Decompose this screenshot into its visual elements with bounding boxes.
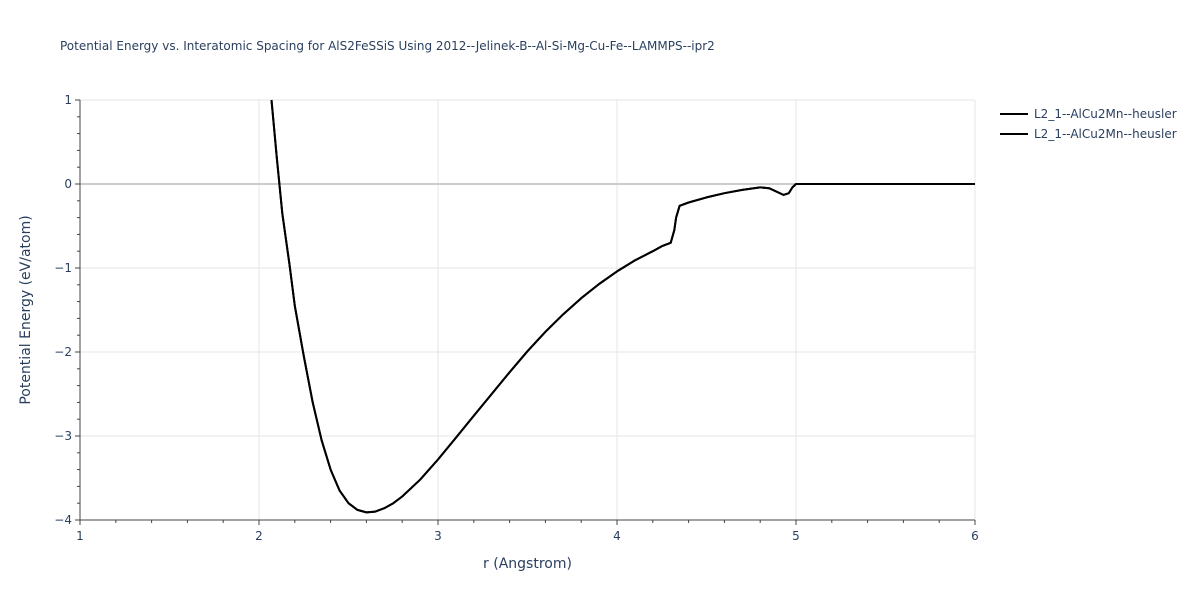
chart-title: Potential Energy vs. Interatomic Spacing… [60, 39, 715, 53]
legend: L2_1--AlCu2Mn--heusler L2_1--AlCu2Mn--heu… [1000, 107, 1177, 141]
x-tick-label: 3 [434, 529, 442, 543]
y-tick-label: −1 [54, 261, 72, 275]
x-tick-label: 4 [613, 529, 621, 543]
y-tick-label: −3 [54, 429, 72, 443]
x-tick-label: 6 [971, 529, 979, 543]
legend-label: L2_1--AlCu2Mn--heusler [1034, 127, 1177, 141]
x-tick-label: 1 [76, 529, 84, 543]
y-tick-label: −2 [54, 345, 72, 359]
x-axis-label: r (Angstrom) [483, 556, 572, 572]
x-tick-label: 2 [255, 529, 263, 543]
legend-label: L2_1--AlCu2Mn--heusler [1034, 107, 1177, 121]
axis-layer: 1 2 3 4 5 6 −4 −3 −2 −1 0 1 [54, 93, 979, 543]
y-tick-label: 1 [64, 93, 72, 107]
x-tick-label: 5 [792, 529, 800, 543]
series-layer [270, 99, 975, 514]
series-line-2 [270, 99, 975, 514]
y-tick-label: −4 [54, 513, 72, 527]
y-axis-label: Potential Energy (eV/atom) [18, 215, 34, 404]
y-tick-label: 0 [64, 177, 72, 191]
